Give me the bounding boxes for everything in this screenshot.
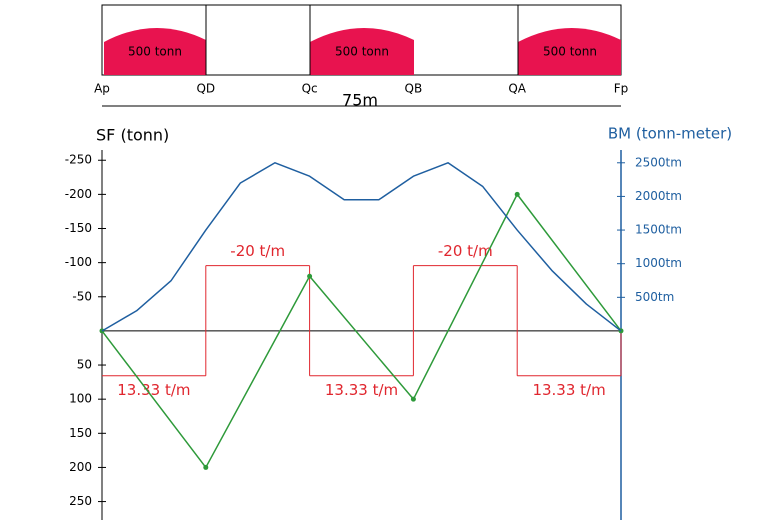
length-label: 75m: [342, 91, 378, 110]
y-tick-label: 50: [77, 358, 92, 372]
y-tick-label: -100: [65, 255, 92, 269]
hold-cargo: [310, 27, 414, 75]
station-label: QD: [196, 82, 215, 96]
load-label: 13.33 t/m: [532, 381, 605, 399]
y-tick-label: 250: [69, 494, 92, 508]
station-label: Qc: [302, 82, 318, 96]
point: [307, 273, 313, 279]
station-label: QB: [405, 82, 423, 96]
load-label: -20 t/m: [230, 242, 285, 260]
load-label: -20 t/m: [438, 242, 493, 260]
station-label: QA: [508, 82, 526, 96]
point: [514, 191, 520, 197]
y2-axis-title: BM (tonn-meter): [608, 125, 732, 143]
y-tick-label: 200: [69, 460, 92, 474]
hold-label: 500 tonn: [128, 45, 182, 59]
hold-label: 500 tonn: [335, 45, 389, 59]
y-tick-label: 100: [69, 392, 92, 406]
hold-cargo: [518, 27, 621, 75]
y2-tick-label: 1500tm: [635, 223, 682, 237]
y2-tick-label: 1000tm: [635, 256, 682, 270]
y-tick-label: -50: [72, 289, 92, 303]
load-label: 13.33 t/m: [117, 381, 190, 399]
y-tick-label: 150: [69, 426, 92, 440]
ship-diagram: 500 tonn 500 tonn 500 tonn 75m: [101, 4, 622, 110]
series-line: [101, 193, 622, 469]
point: [410, 396, 416, 402]
y2-tick-label: 2000tm: [635, 189, 682, 203]
station-label: Ap: [94, 82, 110, 96]
y-tick-label: -250: [65, 153, 92, 167]
y-tick-label: -200: [65, 187, 92, 201]
y-tick-label: -150: [65, 221, 92, 235]
series-line: [101, 162, 622, 332]
hold-label: 500 tonn: [543, 45, 597, 59]
hold-cargo: [104, 27, 206, 75]
point: [203, 464, 209, 470]
y2-tick-label: 500tm: [635, 290, 674, 304]
load-label: 13.33 t/m: [325, 381, 398, 399]
station-label: Fp: [614, 82, 629, 96]
y-axis-title: SF (tonn): [96, 126, 169, 145]
y2-tick-label: 2500tm: [635, 155, 682, 169]
